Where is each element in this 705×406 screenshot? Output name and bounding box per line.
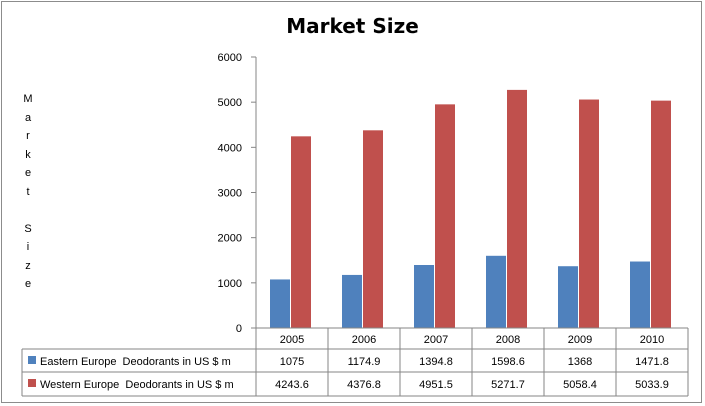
bar-eastern-2010	[630, 261, 650, 328]
legend-swatch-eastern	[28, 356, 36, 364]
x-tick-label: 2008	[496, 334, 520, 346]
bar-western-2007	[435, 104, 455, 329]
legend-label: Eastern Europe Deodorants in US $ m	[40, 356, 231, 368]
y-tick-label: 1000	[218, 278, 242, 290]
table-value: 5058.4	[563, 379, 597, 391]
table-value: 1471.8	[635, 356, 669, 368]
table-value: 5033.9	[635, 379, 669, 391]
bar-eastern-2008	[486, 255, 506, 328]
bar-eastern-2009	[558, 266, 578, 328]
x-tick-label: 2005	[280, 334, 304, 346]
bar-eastern-2005	[270, 279, 290, 328]
table-value: 4376.8	[347, 379, 381, 391]
table-value: 5271.7	[491, 379, 525, 391]
bar-western-2009	[579, 99, 599, 328]
bar-western-2010	[651, 100, 671, 328]
table-value: 1598.6	[491, 356, 525, 368]
bar-western-2006	[363, 130, 383, 328]
legend-swatch-western	[28, 379, 36, 387]
x-tick-label: 2010	[640, 334, 664, 346]
table-value: 4951.5	[419, 379, 453, 391]
y-tick-label: 6000	[218, 52, 242, 64]
chart-title: Market Size	[286, 14, 419, 38]
y-tick-label: 0	[236, 323, 242, 335]
bar-western-2008	[507, 89, 527, 328]
table-value: 1174.9	[348, 356, 381, 368]
table-value: 4243.6	[275, 379, 309, 391]
x-tick-label: 2007	[424, 334, 448, 346]
x-tick-label: 2006	[352, 334, 376, 346]
y-tick-label: 5000	[218, 97, 242, 109]
legend-label: Western Europe Deodorants in US $ m	[40, 379, 234, 391]
bar-eastern-2007	[414, 265, 434, 328]
bar-eastern-2006	[342, 274, 362, 328]
y-tick-label: 4000	[218, 142, 242, 154]
y-tick-label: 3000	[218, 188, 242, 200]
x-tick-label: 2009	[568, 334, 592, 346]
table-value: 1075	[280, 356, 304, 368]
bar-western-2005	[291, 136, 311, 328]
y-tick-label: 2000	[218, 233, 242, 245]
y-axis-label: M a r k e t S i z e	[23, 93, 33, 290]
table-value: 1368	[568, 356, 592, 368]
table-value: 1394.8	[419, 356, 453, 368]
